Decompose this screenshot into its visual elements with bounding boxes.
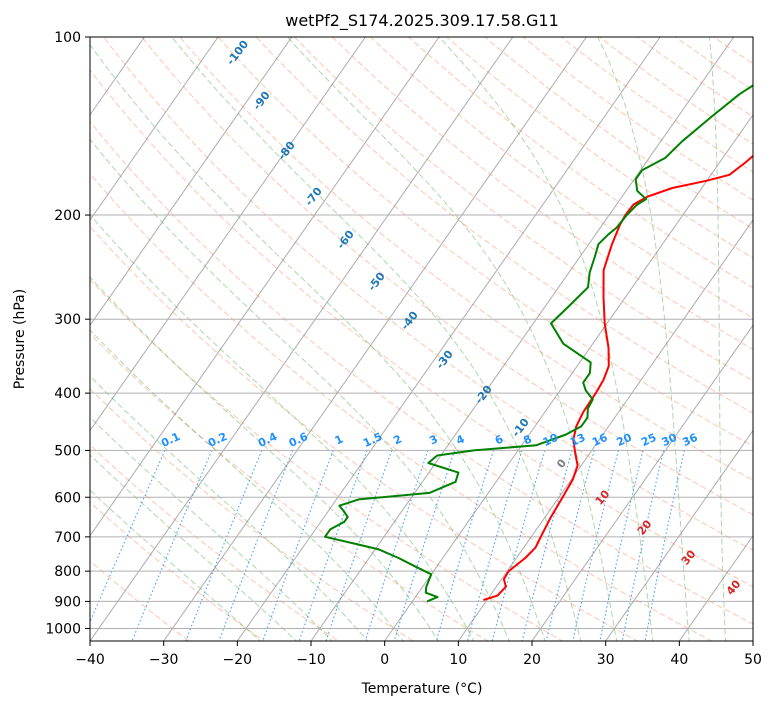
dry-adiabat-line (103, 37, 753, 551)
x-tick-label: −40 (75, 652, 105, 668)
mixing-ratio-line (521, 450, 573, 641)
y-axis-title: Pressure (hPa) (12, 289, 28, 389)
isobar-gridlines (90, 37, 753, 629)
isotherm-line (310, 37, 735, 641)
mixing-ratio-line (491, 450, 546, 641)
dry-adiabat-line (141, 37, 753, 516)
isotherm-line (605, 429, 753, 641)
y-tick-label: 700 (54, 530, 81, 546)
mixing-ratio-label: 36 (680, 431, 700, 449)
mixing-ratio-line (393, 450, 456, 641)
dry-adiabat-line (484, 37, 753, 230)
y-tick-label: 200 (54, 208, 81, 224)
x-axis-ticks: −40 −30 −20 −10 0 10 20 30 40 50 (75, 641, 762, 668)
dry-adiabat-line (255, 37, 753, 414)
y-tick-label: 1000 (45, 621, 81, 637)
dewpoint-profile-line (324, 84, 753, 603)
profile-lines (324, 84, 753, 603)
mixing-ratio-label: 13 (568, 431, 587, 449)
y-axis-ticks: 1000 900 800 700 600 500 400 300 200 100 (45, 30, 90, 637)
dry-adiabats (90, 37, 753, 641)
moist-adiabat-line (438, 37, 654, 641)
mixing-ratio-line (218, 450, 294, 641)
plot-area-background (90, 37, 753, 641)
mixing-ratio-line (131, 450, 213, 641)
mixing-ratio-line (435, 450, 494, 641)
mixing-ratio-line (185, 450, 263, 641)
mixing-ratio-lines (90, 450, 685, 641)
mixing-ratio-label: 10 (541, 431, 561, 449)
mixing-ratio-line (364, 450, 429, 641)
mixing-ratio-line (621, 450, 665, 641)
isotherms (90, 37, 753, 641)
x-tick-label: 0 (380, 652, 389, 668)
isotherm-line (90, 37, 293, 327)
mixing-ratio-line (90, 450, 166, 624)
x-tick-label: 50 (744, 652, 762, 668)
x-tick-label: 20 (523, 652, 541, 668)
isotherm-line (678, 534, 753, 641)
isotherm-line (531, 324, 753, 641)
x-tick-label: 10 (449, 652, 467, 668)
y-tick-label: 600 (54, 490, 81, 506)
x-tick-label: −20 (223, 652, 253, 668)
moist-adiabat-line (708, 37, 727, 641)
moist-adiabat-line (286, 37, 618, 641)
isotherm-line (90, 37, 440, 537)
x-axis-title: Temperature (°C) (361, 681, 483, 697)
mixing-ratio-line (599, 450, 644, 641)
mixing-ratio-line (572, 450, 619, 641)
chart-title: wetPf2_S174.2025.309.17.58.G11 (285, 11, 559, 31)
isotherm-line (90, 37, 514, 641)
mixing-ratio-line (466, 450, 523, 641)
isotherm-line (163, 37, 587, 641)
x-tick-label: −10 (296, 652, 326, 668)
y-tick-label: 100 (54, 30, 81, 46)
mixing-ratio-line (545, 450, 595, 641)
moist-adiabat-line (171, 37, 582, 641)
x-tick-label: −30 (149, 652, 179, 668)
dry-adiabat-line (90, 69, 753, 588)
x-tick-label: 40 (670, 652, 688, 668)
dry-adiabat-line (90, 333, 489, 641)
dry-adiabat-line (446, 37, 753, 259)
mixing-ratio-label: 16 (590, 431, 610, 449)
temperature-profile-line (483, 154, 753, 601)
mixing-ratio-label: 25 (639, 431, 658, 449)
y-tick-label: 300 (54, 312, 81, 328)
mixing-ratio-label: 30 (660, 431, 680, 449)
isotherm-line (90, 37, 366, 432)
plot-frame (89, 36, 754, 642)
isotherm-line (90, 37, 219, 221)
dry-adiabat-line (90, 279, 564, 641)
dry-adiabat-line (369, 37, 753, 319)
isotherm-line (384, 113, 753, 641)
dry-adiabat-line (90, 120, 753, 625)
moist-adiabat-line (597, 37, 690, 641)
isotherm-line (236, 37, 661, 641)
y-tick-label: 900 (54, 594, 81, 610)
isotherm-line (457, 219, 753, 641)
dry-adiabat-line (90, 225, 639, 641)
dry-adiabat-line (560, 37, 753, 173)
y-tick-label: 500 (54, 443, 81, 459)
y-tick-label: 400 (54, 386, 81, 402)
x-tick-label: 30 (597, 652, 615, 668)
mixing-ratio-line (644, 450, 685, 641)
dry-adiabat-line (179, 37, 753, 481)
mixing-ratio-label: 20 (615, 431, 635, 449)
y-tick-label: 800 (54, 564, 81, 580)
